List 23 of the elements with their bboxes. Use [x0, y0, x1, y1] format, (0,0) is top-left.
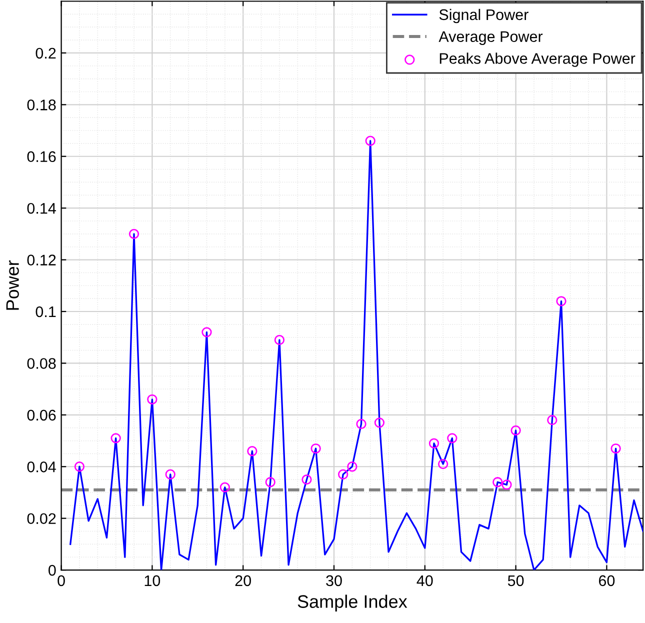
y-tick-label: 0.06 [27, 410, 56, 421]
y-axis-title: Power [6, 260, 19, 310]
x-axis-title: Sample Index [298, 594, 408, 612]
legend-label: Average Power [438, 31, 543, 46]
y-tick-label: 0.12 [27, 254, 56, 266]
y-tick-label: 0.1 [36, 306, 56, 318]
x-tick-label: 40 [416, 575, 433, 586]
y-tick-label: 0.14 [27, 202, 56, 214]
legend-label: Peaks Above Average Power [440, 52, 636, 67]
y-tick-label: 0.16 [27, 151, 56, 162]
y-tick-label: 0.02 [27, 513, 56, 524]
y-tick-label: 0.08 [27, 358, 56, 369]
x-tick-label: 10 [144, 575, 160, 586]
x-tick-label: 0 [58, 575, 65, 586]
x-tick-label: 30 [326, 575, 342, 586]
x-tick-label: 20 [235, 575, 251, 586]
y-tick-label: 0.18 [27, 100, 56, 110]
y-tick-label: 0 [48, 564, 56, 576]
legend-label: Signal Power [439, 8, 528, 24]
y-tick-label: 0.2 [36, 48, 56, 59]
x-tick-label: 50 [508, 575, 524, 586]
x-tick-label: 60 [598, 575, 615, 586]
y-tick-label: 0.04 [27, 461, 56, 472]
